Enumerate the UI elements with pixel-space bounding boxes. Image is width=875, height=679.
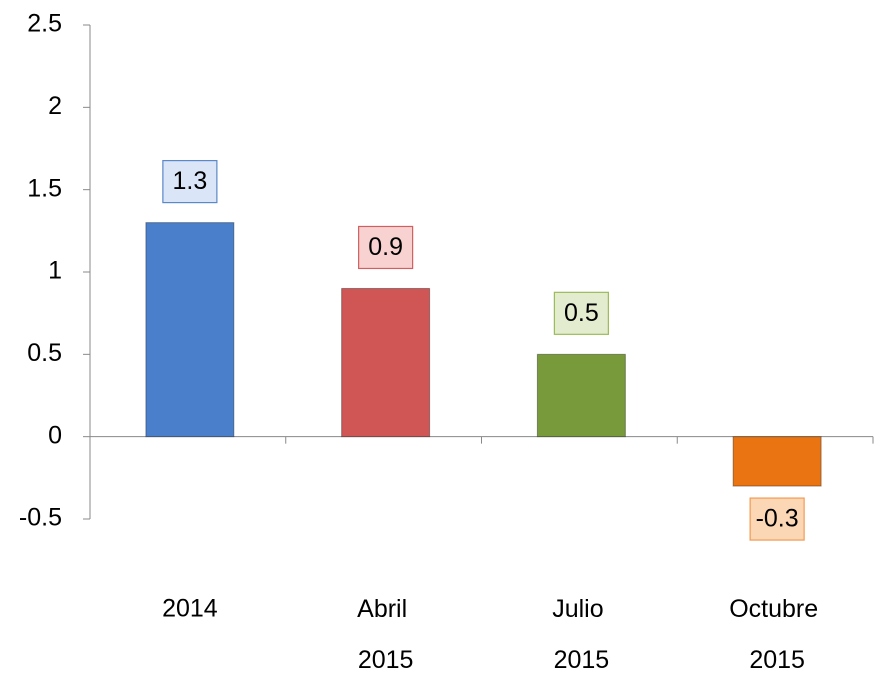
- x-tick-label-line: Julio: [552, 595, 610, 623]
- bar: [732, 436, 822, 487]
- x-tick-label-line: 2015: [358, 646, 414, 674]
- x-tick-label: 2014: [162, 595, 218, 623]
- y-tick-label: 1: [48, 257, 62, 285]
- x-tick-label: Julio 2015: [552, 595, 610, 674]
- x-tick-label: Abril 2015: [357, 595, 414, 674]
- data-label-box: [553, 291, 609, 335]
- x-tick-label-line: Octubre: [729, 595, 825, 623]
- x-tick-label-line: Abril: [357, 595, 414, 623]
- data-label: 0.9: [368, 233, 403, 261]
- x-tick-label-line: 2015: [749, 646, 805, 674]
- y-tick-label: 2: [48, 92, 62, 120]
- y-tick-label: -0.5: [19, 504, 62, 532]
- data-label: 0.5: [564, 299, 599, 327]
- data-label-box: [749, 497, 805, 541]
- bar: [145, 222, 235, 438]
- y-tick-label: 2.5: [27, 10, 62, 38]
- data-label: -0.3: [756, 505, 799, 533]
- data-label-box: [162, 160, 218, 204]
- data-label-box: [358, 225, 414, 270]
- x-tick-label: Octubre 2015: [729, 595, 825, 674]
- y-tick-label: 0.5: [27, 339, 62, 367]
- bar: [341, 287, 431, 438]
- data-label: 1.3: [172, 167, 207, 195]
- x-tick-label-line: 2015: [554, 646, 610, 674]
- y-tick-label: 0: [48, 421, 62, 449]
- y-tick-label: 1.5: [27, 174, 62, 202]
- bar: [536, 353, 626, 438]
